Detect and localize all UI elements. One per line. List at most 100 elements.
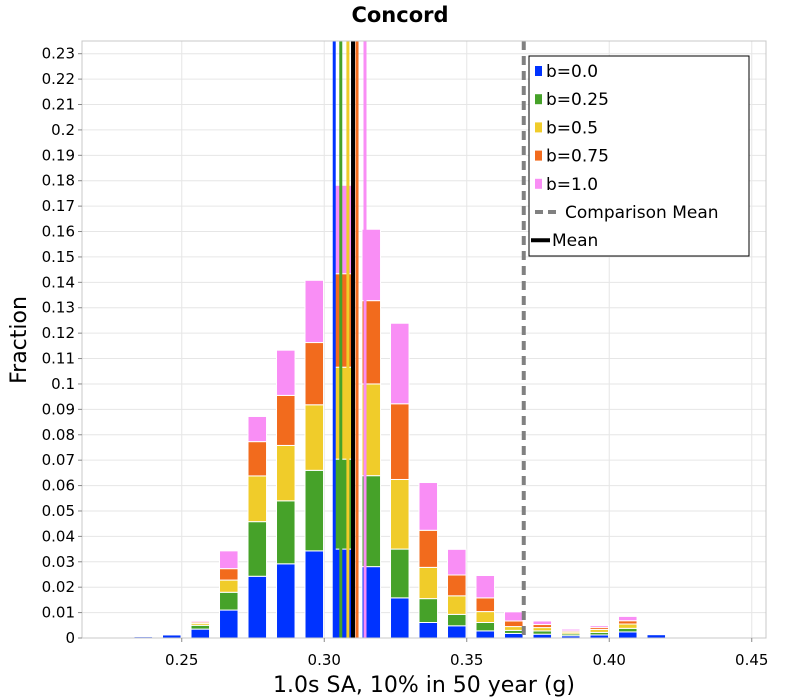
y-tick-label: 0.21: [42, 96, 75, 114]
y-tick-label: 0.05: [42, 502, 75, 520]
legend-label: b=0.5: [546, 118, 598, 138]
x-axis-title: 1.0s SA, 10% in 50 year (g): [273, 673, 575, 698]
bar-segment: [475, 630, 496, 639]
y-tick-label: 0.07: [42, 451, 75, 469]
bar-segment: [475, 575, 496, 599]
bar-segment: [390, 403, 410, 480]
bar-segment: [361, 228, 382, 302]
bar-segment: [390, 548, 410, 599]
bar-segment: [504, 626, 524, 631]
bar-segment: [504, 620, 524, 628]
legend-swatch: [535, 122, 542, 133]
y-tick-label: 0.2: [51, 121, 75, 139]
bar-segment: [504, 611, 524, 622]
legend-label: b=0.25: [546, 90, 609, 110]
legend-label: Mean: [552, 231, 598, 251]
bar-segment: [276, 394, 296, 446]
x-tick-label: 0.30: [308, 651, 341, 669]
y-tick-label: 0.16: [42, 223, 75, 241]
bar-segment: [304, 469, 325, 552]
legend-label: b=0.75: [546, 147, 609, 167]
bar-segment: [276, 563, 296, 639]
legend-label: b=1.0: [546, 175, 598, 195]
bar-segment: [247, 415, 268, 443]
y-tick-label: 0.15: [42, 248, 75, 266]
bar-segment: [190, 624, 211, 630]
y-tick-label: 0.04: [42, 527, 75, 545]
y-tick-label: 0.12: [42, 324, 75, 342]
bar-segment: [475, 597, 496, 613]
legend-swatch: [535, 150, 542, 161]
bar-segment: [247, 521, 268, 577]
bar-segment: [276, 444, 296, 502]
legend-label: Comparison Mean: [565, 203, 719, 223]
chart-title: Concord: [351, 3, 448, 27]
bar-segment: [390, 322, 410, 405]
bar-segment: [304, 550, 325, 639]
y-tick-label: 0.06: [42, 477, 75, 495]
y-tick-label: 0: [65, 629, 75, 647]
bar-segment: [618, 631, 638, 639]
x-axis-ticks: 0.25 0.30 0.35 0.40 0.45: [165, 638, 768, 669]
bar-segment: [276, 349, 296, 396]
bar-segment: [447, 548, 467, 576]
bar-segment: [504, 632, 524, 639]
y-tick-label: 0.13: [42, 299, 75, 317]
legend: b=0.0 b=0.25 b=0.5 b=0.75 b=1.0 Comparison Me…: [528, 55, 750, 257]
bar-segment: [589, 625, 610, 628]
bar-segment: [418, 529, 439, 568]
bar-segment: [418, 598, 439, 624]
bar-segment: [247, 475, 268, 523]
bar-segment: [190, 628, 211, 639]
y-tick-label: 0.01: [42, 604, 75, 622]
bar-segment: [304, 342, 325, 406]
y-tick-label: 0.02: [42, 578, 75, 596]
x-tick-label: 0.35: [450, 651, 483, 669]
bar-segment: [219, 579, 239, 593]
legend-label: b=0.0: [546, 62, 598, 82]
y-tick-label: 0.22: [42, 70, 75, 88]
y-tick-label: 0.09: [42, 400, 75, 418]
bar-segment: [390, 478, 410, 550]
bar-segment: [418, 566, 439, 600]
y-tick-label: 0.11: [42, 350, 75, 368]
bar-segment: [304, 404, 325, 471]
bar-segment: [618, 627, 638, 633]
bar-segment: [219, 591, 239, 611]
bar-segment: [247, 441, 268, 477]
bar-segment: [618, 615, 638, 622]
x-tick-label: 0.45: [735, 651, 768, 669]
y-axis-title: Fraction: [7, 296, 32, 384]
legend-swatch: [535, 94, 542, 105]
legend-box: [528, 55, 750, 257]
bar-segment: [219, 568, 239, 581]
y-tick-label: 0.17: [42, 197, 75, 215]
bar-segment: [447, 625, 467, 639]
bar-segment: [618, 623, 638, 629]
mean-lines: [332, 41, 526, 638]
y-tick-label: 0.08: [42, 426, 75, 444]
legend-swatch: [535, 178, 542, 189]
bar-segment: [247, 575, 268, 639]
y-tick-label: 0.03: [42, 553, 75, 571]
bar-segment: [447, 613, 467, 627]
bar-segment: [532, 620, 553, 626]
legend-swatch: [535, 66, 542, 76]
x-tick-label: 0.25: [165, 651, 198, 669]
y-tick-label: 0.18: [42, 172, 75, 190]
bar-segment: [418, 622, 439, 639]
y-tick-label: 0.23: [42, 45, 75, 63]
bar-segment: [447, 595, 467, 615]
bar-segment: [219, 609, 239, 639]
y-tick-label: 0.1: [51, 375, 75, 393]
bar-segment: [475, 611, 496, 624]
bar-segment: [304, 279, 325, 344]
x-tick-label: 0.40: [593, 651, 626, 669]
bar-segment: [190, 620, 211, 623]
bar-segment: [219, 550, 239, 570]
bar-segment: [447, 574, 467, 597]
bars: [105, 184, 667, 639]
bar-segment: [561, 628, 581, 632]
y-tick-label: 0.14: [42, 273, 75, 291]
